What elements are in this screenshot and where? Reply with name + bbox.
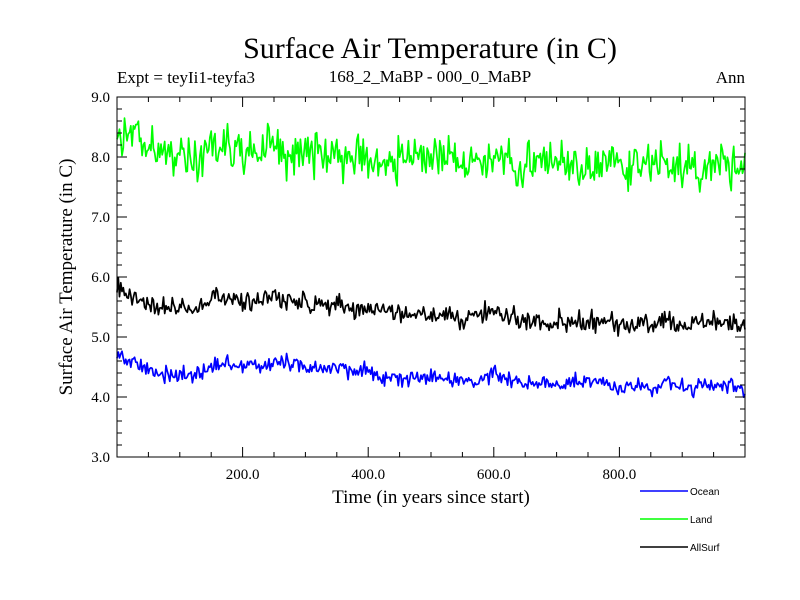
chart-title: Surface Air Temperature (in C) — [243, 32, 617, 65]
legend-label-land: Land — [690, 515, 712, 526]
axes-layer: 200.0 400.0 600.0 800.0 3.0 4.0 5.0 6.0 7.0 8.0 9.… — [91, 90, 746, 483]
legend: Ocean Land AllSurf — [640, 487, 720, 554]
y-tick-label: 6.0 — [91, 270, 110, 286]
y-tick-label: 8.0 — [91, 150, 110, 166]
y-tick-label: 9.0 — [91, 90, 110, 106]
time-range-label: 168_2_MaBP - 000_0_MaBP — [329, 67, 531, 86]
x-axis-label: Time (in years since start) — [332, 487, 530, 508]
plot-frame — [116, 96, 746, 458]
y-axis-label: Surface Air Temperature (in C) — [56, 159, 77, 396]
y-tick-label: 4.0 — [91, 390, 110, 406]
season-label: Ann — [716, 68, 746, 87]
y-tick-label: 3.0 — [91, 450, 110, 466]
ocean-series-line — [116, 350, 746, 399]
x-tick-label: 400.0 — [351, 467, 385, 483]
y-tick-label: 5.0 — [91, 330, 110, 346]
legend-label-allsurf: AllSurf — [690, 543, 720, 554]
x-tick-label: 200.0 — [226, 467, 260, 483]
series-layer — [116, 117, 746, 399]
legend-label-ocean: Ocean — [690, 487, 719, 498]
x-tick-label: 600.0 — [477, 467, 511, 483]
y-tick-label: 7.0 — [91, 210, 110, 226]
experiment-label: Expt = teyIi1-teyfa3 — [117, 68, 255, 87]
land-series-line — [116, 117, 746, 193]
allsurf-series-line — [116, 276, 746, 337]
x-tick-label: 800.0 — [603, 467, 637, 483]
